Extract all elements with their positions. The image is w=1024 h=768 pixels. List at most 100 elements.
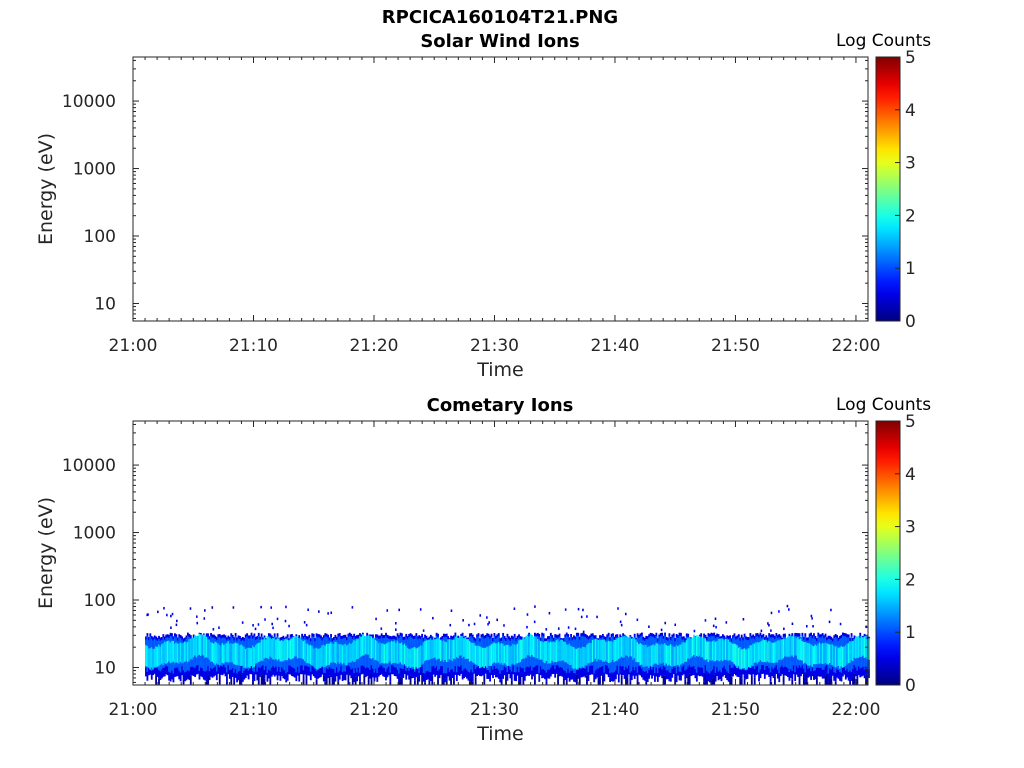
heatmap-cell [308,645,311,664]
heatmap-cell [205,636,208,658]
heatmap-cell [515,644,518,665]
heatmap-cell [834,646,837,668]
heatmap-cell [389,681,392,685]
heatmap-cell [716,641,719,661]
heatmap-cell [442,682,445,685]
heatmap-point [211,606,214,609]
heatmap-cell [476,645,479,665]
heatmap-cell [273,637,276,660]
heatmap-cell [522,637,525,659]
heatmap-cell [591,639,594,663]
heatmap-cell [804,641,807,663]
heatmap-cell [811,645,814,667]
heatmap-cell [289,639,292,660]
heatmap-cell [460,635,463,656]
heatmap-cell [241,645,244,666]
heatmap-cell [201,640,204,669]
heatmap-point [545,628,548,631]
heatmap-cell [674,676,677,685]
heatmap-cell [237,643,240,666]
heatmap-cell [234,642,237,665]
heatmap-cell [782,638,785,659]
heatmap-cell [539,640,542,660]
heatmap-cell [756,642,759,664]
colorbar: 0 1 2 3 4 5 [875,48,916,332]
heatmap-cell [740,678,743,685]
heatmap-cell [471,681,474,685]
heatmap-point [487,623,489,626]
heatmap-cell [259,642,262,662]
heatmap-cell [400,642,403,665]
heatmap-cell [445,642,448,663]
colorbar-tick-label: 4 [905,101,916,121]
heatmap-cell [823,643,826,665]
heatmap-cell [599,639,601,661]
y-tick-label: 10000 [62,456,116,476]
heatmap-cell [804,681,807,685]
heatmap-cell [837,647,840,666]
heatmap-cell [629,681,632,685]
heatmap-cell [520,639,523,660]
heatmap-point [419,608,422,611]
heatmap-point [513,607,516,610]
heatmap-cell [750,676,753,685]
heatmap-point [810,614,813,618]
heatmap-cell [298,638,301,659]
heatmap-cell [532,636,535,657]
heatmap-cell [169,642,172,664]
heatmap-cell [253,647,256,667]
x-tick-label: 21:30 [470,336,519,356]
heatmap-cell [215,642,218,664]
heatmap-cell [645,644,648,667]
heatmap-cell [252,679,254,685]
heatmap-point [778,610,780,613]
heatmap-point [548,611,551,615]
heatmap-cell [159,646,162,665]
heatmap-cell [165,641,168,665]
heatmap-cell [500,679,503,685]
heatmap-point [596,615,598,619]
heatmap-cell [380,643,383,664]
heatmap-cell [438,638,441,659]
x-tick-label: 21:00 [109,336,158,356]
heatmap-cell [502,643,505,665]
heatmap-cell [548,642,551,664]
heatmap-cell [431,640,434,659]
heatmap-cell [155,646,158,668]
heatmap-cell [189,675,192,685]
heatmap-cell [416,676,419,685]
heatmap-point [254,627,257,631]
heatmap-cell [500,643,503,664]
heatmap-cell [269,679,272,685]
heatmap-cell [733,643,736,664]
heatmap-cell [218,676,221,685]
heatmap-cell [236,643,238,665]
heatmap-cell [678,644,681,667]
heatmap-point [620,623,623,627]
heatmap-cell [843,646,846,667]
heatmap-cell [597,677,600,685]
heatmap-cell [354,676,357,685]
heatmap-cell [853,673,856,685]
heatmap-point [257,623,260,626]
heatmap-cell [262,674,265,685]
heatmap-cell [207,674,210,685]
heatmap-cell [726,638,729,661]
heatmap-cell [697,636,700,657]
heatmap-cell [671,645,674,667]
heatmap-cell [840,645,843,667]
heatmap-cell [382,643,385,664]
y-tick-label: 100 [84,227,116,247]
heatmap-cell [795,638,798,656]
heatmap-cell [866,639,869,660]
heatmap-cell [435,638,438,660]
heatmap-cell [467,639,470,659]
heatmap-cell [192,637,195,658]
heatmap-cell [399,676,402,685]
heatmap-cell [526,634,529,656]
colorbar-tick-label: 5 [905,412,916,432]
heatmap-cell [719,638,721,662]
heatmap-cell [437,679,439,685]
heatmap-cell [408,648,411,667]
colorbar-scale [875,56,901,322]
